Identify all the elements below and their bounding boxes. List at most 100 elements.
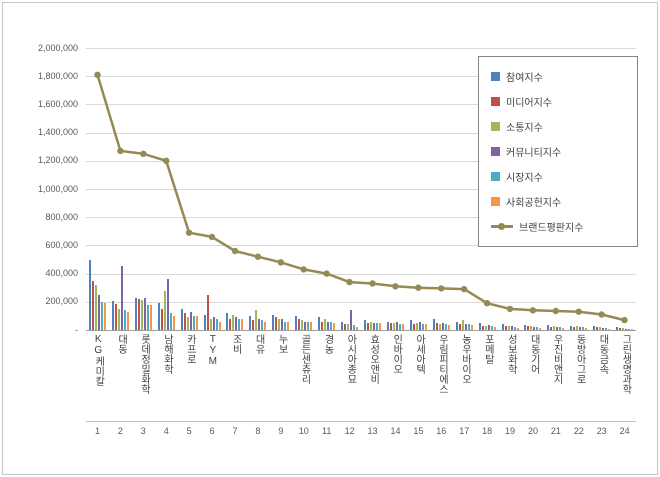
- bar: [631, 328, 634, 330]
- category-label: 카프로: [178, 334, 201, 420]
- bar: [137, 298, 140, 330]
- bar: [524, 325, 527, 330]
- rank-label: 3: [140, 426, 146, 436]
- bar: [424, 324, 427, 330]
- rank-label: 7: [232, 426, 238, 436]
- bar: [379, 322, 382, 330]
- bar: [163, 290, 166, 330]
- plot-area: 참여지수 미디어지수 소통지수 커뮤니티지수 시장지수 사회공헌지수 브랜드평판지수: [86, 48, 638, 331]
- bar: [318, 317, 321, 330]
- bar: [206, 294, 209, 330]
- rank-label: 5: [186, 426, 192, 436]
- category-label: 성보화학: [499, 334, 522, 420]
- category-label: 대동기어: [522, 334, 545, 420]
- category-label-text: TYM: [207, 334, 219, 367]
- rank-label: 14: [390, 426, 401, 436]
- gridline: [86, 48, 636, 49]
- bar-group: [590, 48, 613, 330]
- category-label-text: 포메탈: [482, 334, 494, 364]
- bar-group: [132, 48, 155, 330]
- category-label: 농우바이오: [453, 334, 476, 420]
- bar: [513, 327, 516, 330]
- y-axis-tick-label: 200,000: [45, 296, 78, 307]
- bar: [160, 308, 163, 330]
- bar: [507, 326, 510, 330]
- bar: [585, 327, 588, 330]
- bar: [272, 314, 275, 330]
- bar: [608, 328, 611, 330]
- y-axis-tick-label: 1,800,000: [37, 70, 78, 81]
- legend: 참여지수 미디어지수 소통지수 커뮤니티지수 시장지수 사회공헌지수 브랜드평판지수: [478, 56, 638, 247]
- category-label: 조비: [224, 334, 247, 420]
- bar: [249, 315, 252, 330]
- bar: [341, 322, 344, 330]
- bar: [441, 322, 444, 330]
- bar: [409, 320, 412, 330]
- bar: [435, 322, 438, 330]
- rank-label: 12: [344, 426, 355, 436]
- category-label: 동방아그로: [567, 334, 590, 420]
- category-label-text: 대동: [115, 334, 127, 354]
- bar: [111, 301, 114, 330]
- bar: [464, 323, 467, 330]
- bar: [284, 321, 287, 330]
- gridline: [86, 273, 636, 275]
- category-label: 누보: [269, 334, 292, 420]
- bar: [596, 327, 599, 330]
- bar: [192, 315, 195, 330]
- category-label: TYM: [201, 334, 224, 420]
- y-axis-tick-label: 400,000: [45, 268, 78, 279]
- category-label: 대동금속: [590, 334, 613, 420]
- rank-label: 20: [527, 426, 538, 436]
- gridline: [86, 160, 636, 162]
- category-label: 골든센츄리: [292, 334, 315, 420]
- bar: [432, 318, 435, 330]
- rank-label: 18: [482, 426, 493, 436]
- category-label-text: 인바이오: [390, 334, 402, 374]
- bar-group: [201, 48, 224, 330]
- category-label-text: 대동금속: [596, 334, 608, 374]
- rank-label: 22: [573, 426, 584, 436]
- legend-label: 커뮤니티지수: [506, 148, 562, 159]
- line-marker: [254, 253, 262, 260]
- bar: [533, 327, 536, 330]
- bar: [484, 325, 487, 330]
- bar: [278, 318, 281, 330]
- bar-group: [567, 48, 590, 330]
- rank-label: 4: [163, 426, 169, 436]
- bar: [100, 301, 103, 330]
- line-marker: [117, 147, 124, 155]
- bar: [527, 326, 530, 330]
- y-axis-tick-label: 1,000,000: [37, 183, 78, 194]
- bar-group: [178, 48, 201, 330]
- line-marker: [392, 283, 399, 290]
- y-axis-tick-label: 1,600,000: [37, 98, 78, 109]
- y-axis-tick-label: 600,000: [45, 239, 78, 250]
- bar: [582, 327, 585, 330]
- line-marker: [552, 307, 559, 315]
- legend-swatch: [491, 97, 500, 106]
- rank-label: 6: [209, 426, 215, 436]
- bar: [287, 321, 290, 330]
- bar: [539, 327, 542, 330]
- bar: [327, 321, 330, 330]
- bar: [516, 327, 519, 330]
- legend-item: 소통지수: [491, 119, 631, 134]
- bar-group: [407, 48, 430, 330]
- bar: [157, 303, 160, 330]
- legend-item: 시장지수: [491, 169, 631, 184]
- bar: [97, 294, 100, 330]
- y-axis-tick-label: -: [75, 324, 78, 335]
- bar-group: [315, 48, 338, 330]
- bar: [412, 324, 415, 330]
- gridline: [86, 245, 636, 247]
- x-axis-category-labels: KG케미칼 대동 롯데정밀화학 남해화학 카프로 TYM 조비 대유 누보 골든센츄리 경농 아시아종…: [86, 334, 636, 420]
- legend-line-swatch: [491, 222, 513, 231]
- line-path: [96, 74, 625, 322]
- bar: [530, 326, 533, 330]
- category-label-text: 누보: [276, 334, 288, 354]
- bar-group: [430, 48, 453, 330]
- bar: [226, 313, 229, 330]
- bar: [556, 327, 559, 330]
- line-marker: [415, 284, 422, 291]
